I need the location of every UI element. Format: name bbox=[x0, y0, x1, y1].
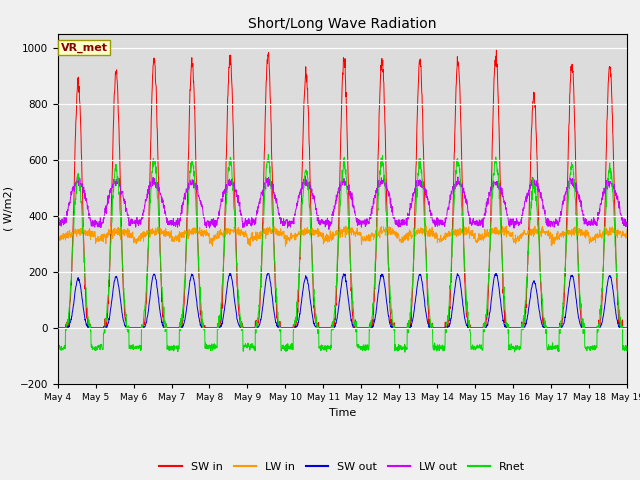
Rnet bbox=[508, 345, 516, 351]
Title: Short/Long Wave Radiation: Short/Long Wave Radiation bbox=[248, 17, 436, 31]
Rnet bbox=[212, 345, 220, 350]
LW in bbox=[360, 237, 367, 242]
X-axis label: Time: Time bbox=[329, 408, 356, 418]
SW out bbox=[371, 315, 379, 321]
LW in bbox=[342, 223, 349, 229]
LW out bbox=[573, 190, 581, 195]
LW out bbox=[508, 219, 516, 225]
SW in bbox=[493, 47, 500, 53]
Rnet bbox=[623, 344, 631, 349]
LW out bbox=[360, 218, 367, 224]
Rnet bbox=[372, 257, 380, 263]
LW in bbox=[212, 234, 220, 240]
SW in bbox=[359, 325, 367, 331]
SW in bbox=[212, 325, 220, 331]
SW in bbox=[371, 276, 379, 282]
Rnet bbox=[359, 343, 367, 349]
Rnet bbox=[573, 237, 581, 243]
SW out bbox=[359, 325, 367, 331]
LW out bbox=[372, 190, 380, 196]
LW out bbox=[589, 222, 596, 228]
LW in bbox=[508, 230, 516, 236]
SW out bbox=[54, 325, 61, 331]
Rnet bbox=[401, 349, 409, 355]
Line: LW in: LW in bbox=[58, 226, 627, 246]
LW in bbox=[282, 243, 289, 249]
Line: SW out: SW out bbox=[58, 272, 627, 328]
LW out bbox=[212, 218, 220, 224]
Legend: SW in, LW in, SW out, LW out, Rnet: SW in, LW in, SW out, LW out, Rnet bbox=[155, 457, 530, 477]
Line: Rnet: Rnet bbox=[58, 155, 627, 352]
SW out bbox=[212, 325, 220, 331]
Rnet bbox=[264, 152, 272, 157]
Line: LW out: LW out bbox=[58, 176, 627, 229]
LW out bbox=[301, 173, 309, 179]
Text: VR_met: VR_met bbox=[60, 42, 108, 53]
LW in bbox=[372, 228, 380, 233]
LW out bbox=[54, 220, 61, 226]
LW in bbox=[589, 238, 596, 244]
SW in bbox=[508, 325, 516, 331]
Y-axis label: ( W/m2): ( W/m2) bbox=[4, 186, 14, 231]
SW in bbox=[589, 325, 596, 331]
SW out bbox=[589, 325, 596, 331]
Rnet bbox=[54, 343, 61, 348]
LW in bbox=[573, 227, 581, 233]
LW out bbox=[623, 222, 631, 228]
SW in bbox=[623, 325, 631, 331]
SW out bbox=[493, 269, 500, 275]
Line: SW in: SW in bbox=[58, 50, 627, 328]
SW in bbox=[54, 325, 61, 331]
LW out bbox=[325, 227, 333, 232]
SW in bbox=[573, 205, 580, 211]
SW out bbox=[623, 325, 631, 331]
SW out bbox=[508, 325, 516, 331]
SW out bbox=[573, 301, 580, 307]
LW in bbox=[623, 227, 631, 233]
Rnet bbox=[589, 347, 596, 353]
LW in bbox=[54, 238, 61, 244]
